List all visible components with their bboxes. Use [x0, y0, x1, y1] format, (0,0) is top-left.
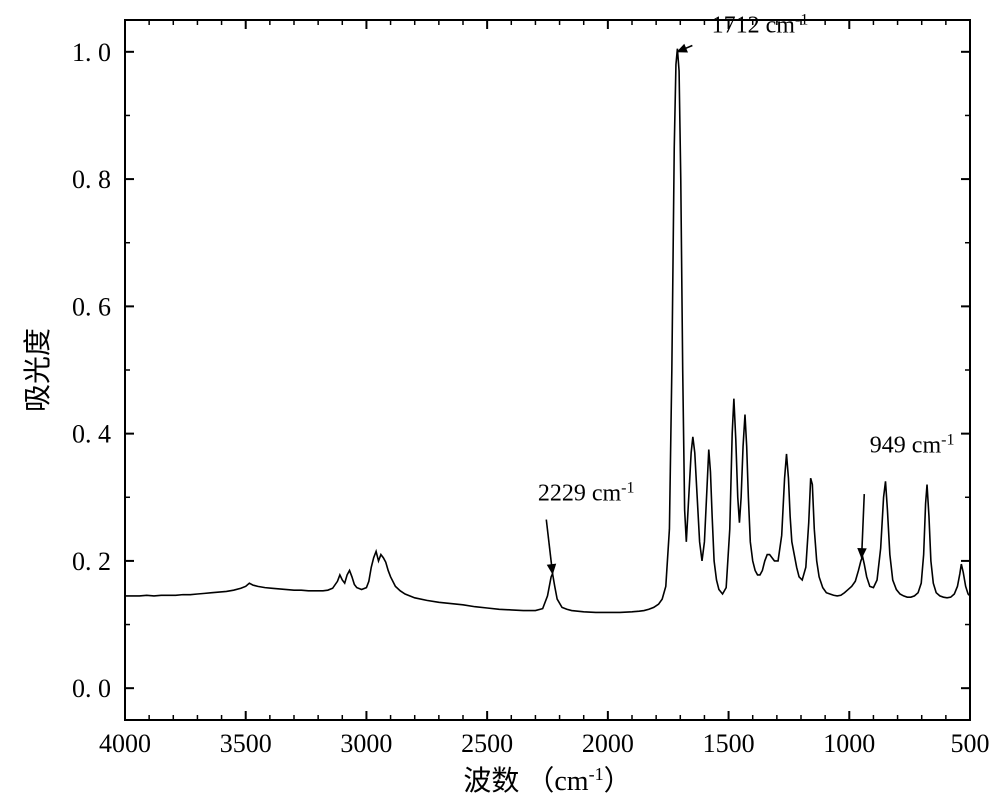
x-tick-label: 3000 [340, 729, 392, 758]
x-tick-label: 2000 [582, 729, 634, 758]
x-axis-label: 波数 （cm-1） [463, 764, 631, 797]
x-tick-label: 500 [951, 729, 990, 758]
ir-spectrum-chart: 4000 3500 3000 2500 2000 1500 1000 500 波数 （cm-1）… [0, 0, 1000, 810]
x-tick-label: 1000 [823, 729, 875, 758]
y-tick-label: 0. 6 [72, 292, 111, 321]
x-tick-label: 4000 [99, 729, 151, 758]
x-tick-label: 3500 [220, 729, 272, 758]
y-tick-label: 0. 8 [72, 165, 111, 194]
y-axis-label: 吸光度 [22, 328, 54, 412]
x-tick-label: 1500 [703, 729, 755, 758]
y-tick-label: 1. 0 [72, 38, 111, 67]
y-tick-label: 0. 2 [72, 547, 111, 576]
y-tick-label: 0. 4 [72, 420, 111, 449]
x-tick-label: 2500 [461, 729, 513, 758]
peak-annotation: 2229 cm-1 [538, 479, 635, 507]
peak-annotation: 949 cm-1 [870, 431, 955, 459]
y-tick-label: 0. 0 [72, 674, 111, 703]
peak-annotation: 1712 cm-1 [712, 11, 809, 39]
